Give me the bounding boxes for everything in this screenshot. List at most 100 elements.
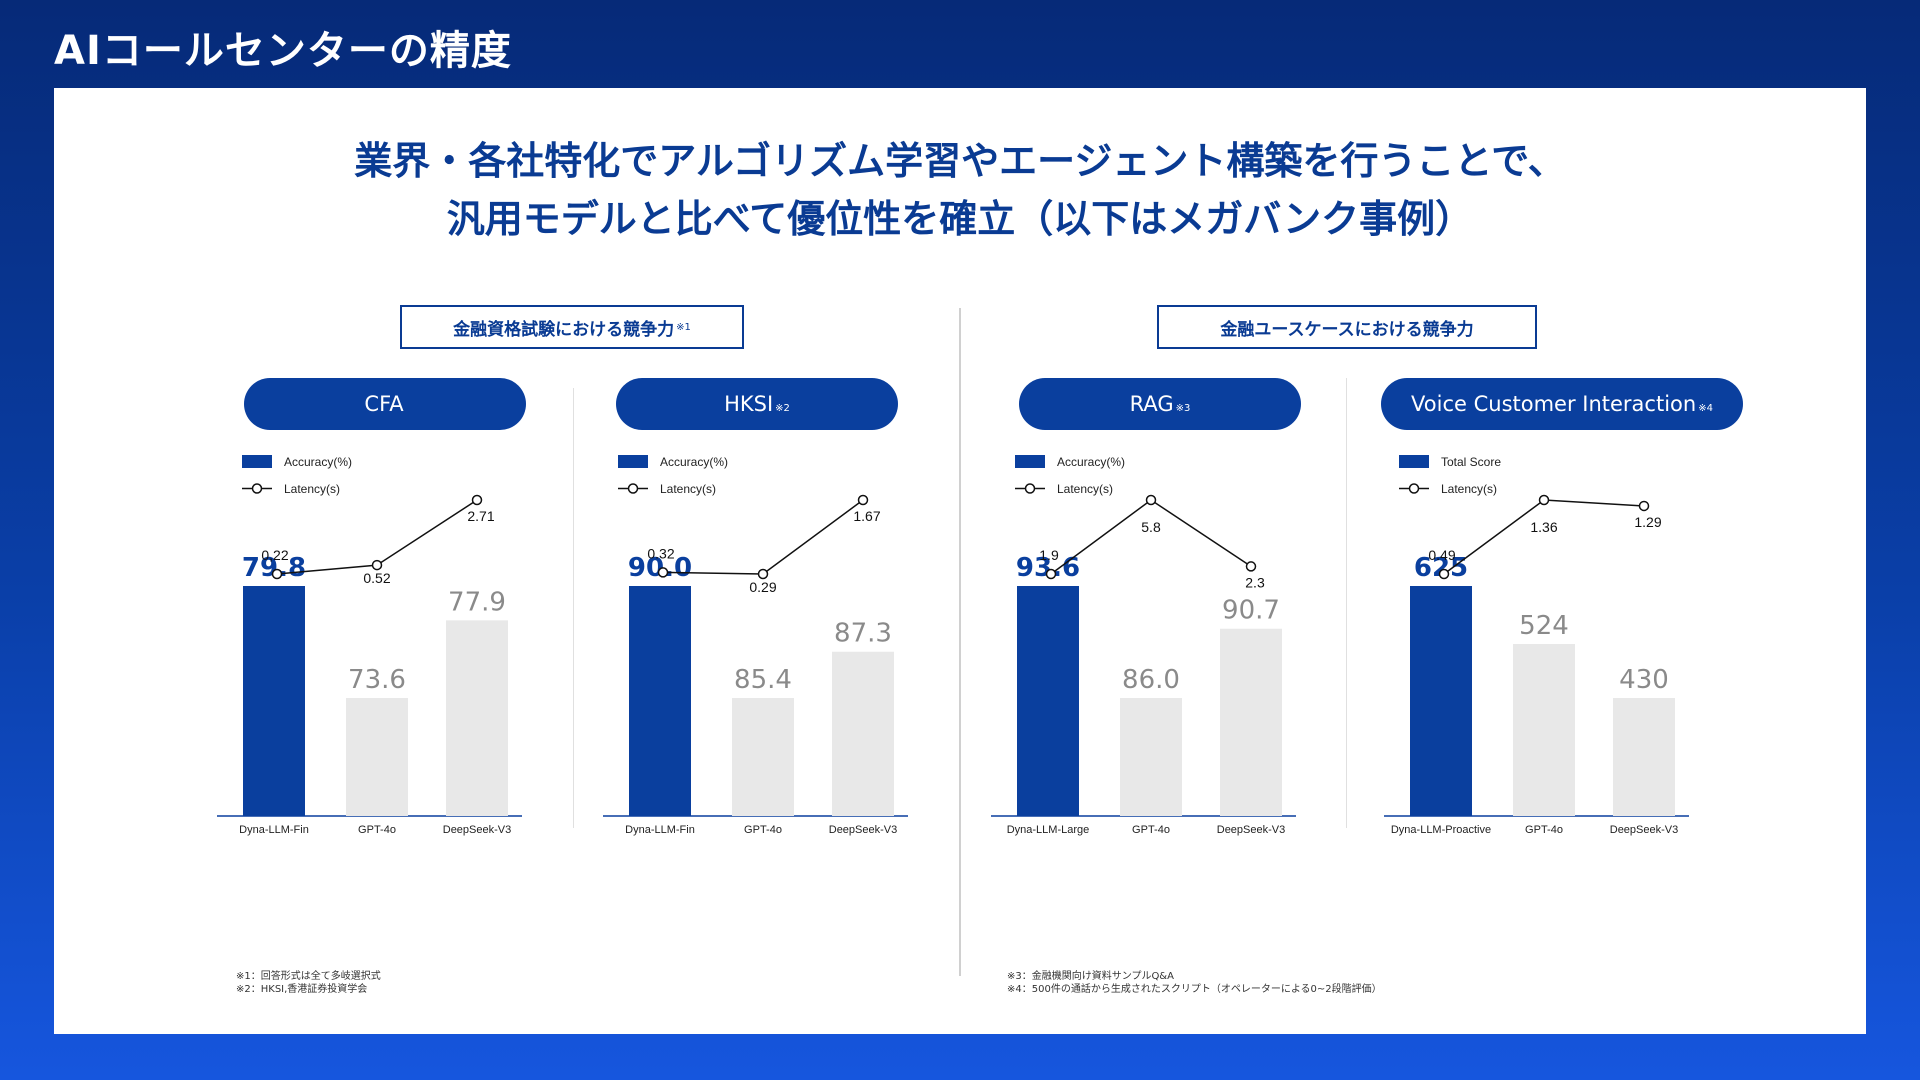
x-category-label-3: DeepSeek-V3	[829, 824, 898, 836]
bar-1	[629, 586, 691, 816]
latency-point-2	[371, 559, 383, 571]
legend-rag: Accuracy(%) Latency(s)	[1015, 448, 1125, 502]
chart-divider-right	[1346, 378, 1347, 828]
legend-bar-label: Accuracy(%)	[660, 454, 729, 469]
footnote-3: ※3：金融機関向け資料サンプルQ&A	[1007, 971, 1174, 982]
legend-bar-swatch	[1399, 455, 1429, 468]
bar-2	[732, 698, 794, 816]
group-label-exams: 金融資格試験における競争力 ※1	[400, 305, 744, 349]
legend-bar-label: Total Score	[1441, 454, 1502, 469]
legend-line-key	[1015, 482, 1045, 495]
page-title: AIコールセンターの精度	[54, 28, 512, 74]
x-category-label-2: GPT-4o	[744, 824, 782, 836]
x-category-label-3: DeepSeek-V3	[1217, 824, 1286, 836]
latency-line	[1050, 499, 1252, 575]
latency-label-1: 0.32	[647, 545, 674, 561]
group-divider	[959, 308, 961, 976]
chart-title-hksi: HKSI ※2	[616, 378, 898, 430]
latency-label-1: 1.9	[1039, 547, 1059, 563]
bar-value-label-3: 430	[1619, 665, 1669, 695]
content-card: 業界・各社特化でアルゴリズム学習やエージェント構築を行うことで、 汎用モデルと比…	[54, 88, 1866, 1034]
group-label-exams-text: 金融資格試験における競争力	[453, 319, 675, 340]
x-category-label-2: GPT-4o	[1132, 824, 1170, 836]
headline-line-1: 業界・各社特化でアルゴリズム学習やエージェント構築を行うことで、	[354, 139, 1566, 183]
bar-value-label-3: 77.9	[448, 587, 506, 617]
legend-line-key	[242, 482, 272, 495]
bar-value-label-2: 524	[1519, 611, 1569, 641]
footnote-4: ※4：500件の通話から生成されたスクリプト（オペレーターによる0~2段階評価）	[1007, 984, 1382, 995]
latency-line	[1443, 499, 1645, 575]
latency-label-1: 0,22	[261, 547, 288, 563]
x-category-label-1: Dyna-LLM-Fin	[625, 824, 695, 836]
bar-2	[1513, 644, 1575, 816]
bar-3	[832, 651, 894, 816]
bar-1	[243, 586, 305, 816]
bar-1	[1017, 586, 1079, 816]
group-label-exams-note: ※1	[676, 321, 691, 333]
latency-point-1	[1045, 568, 1057, 580]
legend-bar-swatch	[618, 455, 648, 468]
group-label-usecases: 金融ユースケースにおける競争力	[1157, 305, 1537, 349]
chart-title-hksi-text: HKSI	[724, 392, 774, 416]
latency-point-3	[1638, 500, 1650, 512]
chart-hksi: 90.0 Dyna-LLM-Fin 85.4 GPT-4o 87.3 DeepSeek-V…	[603, 494, 908, 836]
latency-point-3	[1245, 561, 1257, 572]
latency-point-3	[471, 494, 483, 506]
chart-rag: 93.6Dyna-LLM-Large86.0GPT-4o90.7DeepSeek…	[991, 494, 1296, 836]
chart-divider-left	[573, 388, 574, 828]
bar-value-label-2: 73.6	[348, 665, 406, 695]
chart-title-rag-note: ※3	[1175, 402, 1191, 414]
latency-label-2: 1.36	[1530, 519, 1557, 535]
latency-label-3: 2.3	[1245, 574, 1265, 590]
bar-2	[346, 698, 408, 816]
latency-point-1	[271, 568, 283, 580]
latency-point-2	[1145, 494, 1157, 506]
latency-label-3: 2.71	[467, 508, 494, 524]
latency-label-2: 5.8	[1141, 519, 1161, 535]
legend-line-label: Latency(s)	[1057, 481, 1114, 496]
latency-label-3: 1.29	[1634, 514, 1661, 530]
latency-label-2: 0.29	[749, 579, 776, 595]
bar-value-label-2: 85.4	[734, 665, 792, 695]
bar-3	[1220, 628, 1282, 816]
legend-line-label: Latency(s)	[284, 481, 341, 496]
latency-label-2: 0.52	[363, 570, 390, 586]
bar-value-label-3: 90.7	[1222, 596, 1280, 626]
legend-bar-label: Accuracy(%)	[1057, 454, 1126, 469]
legend-voice: Total Score Latency(s)	[1399, 448, 1501, 502]
chart-title-hksi-note: ※2	[775, 402, 790, 414]
chart-title-cfa-text: CFA	[364, 392, 404, 416]
chart-title-voice-note: ※4	[1698, 402, 1713, 414]
x-category-label-1: Dyna-LLM-Fin	[239, 824, 309, 836]
bar-value-label-3: 87.3	[834, 619, 892, 649]
chart-voice: 625Dyna-LLM-Proactive524GPT-4o430DeepSee…	[1384, 494, 1689, 836]
x-category-label-3: DeepSeek-V3	[1610, 824, 1679, 836]
bar-value-label-2: 86.0	[1122, 665, 1180, 695]
legend-hksi: Accuracy(%) Latency(s)	[618, 448, 728, 502]
chart-title-voice: Voice Customer Interaction ※4	[1381, 378, 1743, 430]
latency-label-3: 1.67	[853, 508, 880, 524]
chart-title-cfa: CFA	[244, 378, 526, 430]
bar-1	[1410, 586, 1472, 816]
bar-3	[446, 620, 508, 816]
latency-point-2	[1538, 494, 1550, 506]
bar-2	[1120, 698, 1182, 816]
legend-line-key	[1399, 482, 1429, 495]
bar-value-label-1: 90.0	[628, 553, 692, 583]
bar-3	[1613, 698, 1675, 816]
legend-line-label: Latency(s)	[1441, 481, 1498, 496]
x-category-label-2: GPT-4o	[1525, 824, 1563, 836]
footnotes-left: ※1：回答形式は全て多岐選択式 ※2：HKSI,香港証券投資学会	[236, 970, 381, 996]
chart-title-rag-text: RAG	[1129, 392, 1174, 416]
legend-cfa: Accuracy(%) Latency(s)	[242, 448, 352, 502]
legend-bar-swatch	[242, 455, 272, 468]
x-category-label-2: GPT-4o	[358, 824, 396, 836]
footnotes-right: ※3：金融機関向け資料サンプルQ&A ※4：500件の通話から生成されたスクリプ…	[1007, 970, 1382, 996]
x-category-label-3: DeepSeek-V3	[443, 824, 512, 836]
legend-line-label: Latency(s)	[660, 481, 717, 496]
chart-cfa: 79.8Dyna-LLM-Fin73.6GPT-4o77.9DeepSeek-V…	[217, 494, 522, 836]
latency-label-1: 0.49	[1428, 547, 1455, 563]
x-category-label-1: Dyna-LLM-Proactive	[1391, 824, 1491, 836]
footnote-2: ※2：HKSI,香港証券投資学会	[236, 984, 368, 995]
legend-bar-label: Accuracy(%)	[284, 454, 353, 469]
